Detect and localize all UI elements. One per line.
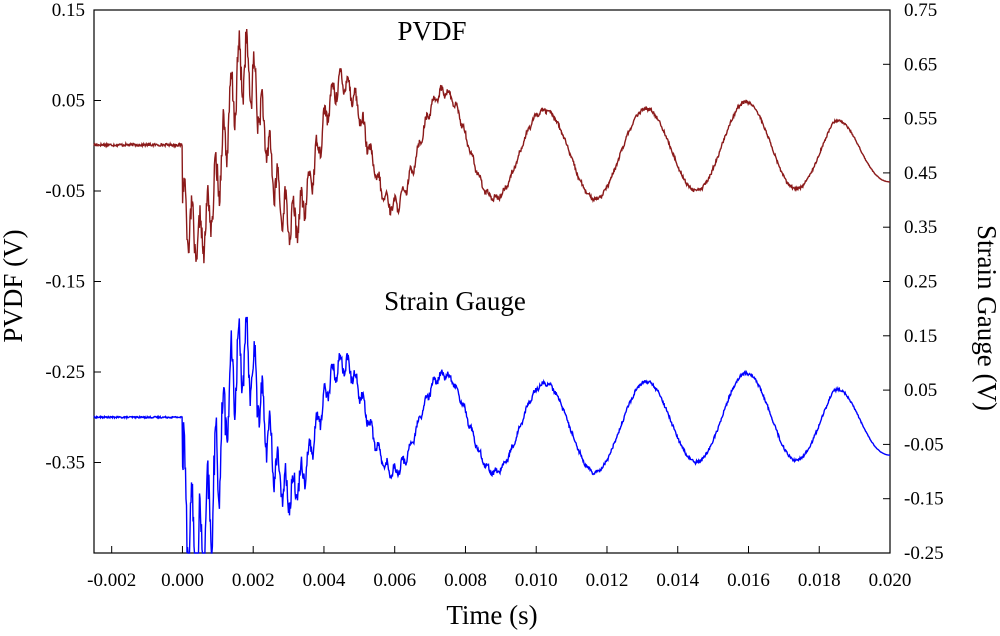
y-right-tick-label: 0.65 bbox=[904, 54, 937, 75]
y-left-tick-label: 0.15 bbox=[52, 0, 85, 21]
y-right-tick-label: 0.15 bbox=[904, 326, 937, 347]
y-left-tick-label: -0.05 bbox=[45, 181, 85, 202]
y-right-tick-label: 0.25 bbox=[904, 272, 937, 293]
x-tick-label: 0.012 bbox=[586, 570, 629, 591]
x-tick-label: 0.014 bbox=[656, 570, 699, 591]
x-tick-label: -0.002 bbox=[87, 570, 136, 591]
x-tick-label: 0.010 bbox=[515, 570, 558, 591]
y-left-tick-label: 0.05 bbox=[52, 91, 85, 112]
y-left-tick-label: -0.15 bbox=[45, 272, 85, 293]
x-tick-label: 0.018 bbox=[798, 570, 841, 591]
x-tick-label: 0.004 bbox=[303, 570, 346, 591]
y-left-tick-label: -0.25 bbox=[45, 362, 85, 383]
x-tick-label: 0.016 bbox=[727, 570, 770, 591]
series-layer bbox=[93, 28, 891, 554]
x-tick-label: 0.006 bbox=[373, 570, 416, 591]
x-axis-title: Time (s) bbox=[446, 600, 537, 630]
y-right-tick-label: -0.25 bbox=[904, 543, 944, 564]
y-right-ticks: 0.75 0.65 0.55 0.45 0.35 0.25 0.15 0.05 -0.05 -0.… bbox=[883, 0, 944, 564]
y-right-tick-label: 0.75 bbox=[904, 0, 937, 21]
x-tick-label: 0.020 bbox=[869, 570, 912, 591]
series-label-pvdf: PVDF bbox=[397, 16, 466, 46]
y-left-ticks: 0.15 0.05 -0.05 -0.15 -0.25 -0.35 bbox=[45, 0, 101, 474]
y-right-tick-label: -0.05 bbox=[904, 434, 944, 455]
x-tick-label: 0.008 bbox=[444, 570, 487, 591]
y-right-tick-label: 0.05 bbox=[904, 380, 937, 401]
x-tick-label: 0.002 bbox=[232, 570, 275, 591]
y-right-tick-label: 0.45 bbox=[904, 163, 937, 184]
series-line-pvdf bbox=[93, 28, 891, 264]
y-right-tick-label: 0.55 bbox=[904, 109, 937, 130]
x-tick-label: 0.000 bbox=[161, 570, 204, 591]
y-right-tick-label: -0.15 bbox=[904, 489, 944, 510]
y-left-axis-title: PVDF (V) bbox=[0, 229, 28, 342]
x-ticks: -0.002 0.000 0.002 0.004 0.006 0.008 0.010 0.01… bbox=[87, 546, 911, 591]
series-line-strain-gauge bbox=[93, 316, 891, 554]
series-label-strain-gauge: Strain Gauge bbox=[384, 286, 526, 316]
y-right-axis-title: Strain Gauge (V) bbox=[972, 225, 1000, 411]
y-right-tick-label: 0.35 bbox=[904, 217, 937, 238]
y-left-tick-label: -0.35 bbox=[45, 453, 85, 474]
